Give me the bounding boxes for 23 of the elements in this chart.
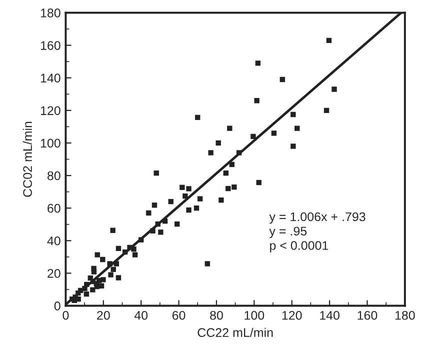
y-tick-label: 140: [40, 74, 60, 83]
y-tick-label: 100: [40, 138, 60, 148]
y-tick-label: 0: [54, 302, 60, 310]
y-tick-label: 80: [48, 171, 60, 180]
x-tick-label: 60: [172, 310, 186, 320]
x-tick-label: 40: [134, 310, 148, 320]
y-tick-label: 60: [48, 204, 60, 213]
x-tick-label: 100: [244, 310, 264, 320]
y-axis-title: CC02 mL/min: [22, 122, 32, 197]
x-axis-title: CC22 mL/min: [198, 328, 273, 338]
y-tick-label: 40: [47, 236, 60, 246]
x-tick-label: 140: [320, 310, 340, 320]
x-tick-label: 20: [97, 310, 110, 320]
y-tick-label: 160: [40, 41, 60, 50]
y-tick-label: 180: [40, 8, 60, 18]
x-tick-label: 160: [358, 310, 378, 320]
y-tick-label: 120: [40, 106, 60, 116]
x-tick-label: 0: [62, 310, 69, 320]
x-tick-label: 180: [395, 310, 415, 320]
x-tick-label: 120: [282, 310, 302, 320]
y-tick-label: 20: [48, 269, 60, 278]
annotation: y = 1.006x + .793 y = .95 p < 0.0001: [269, 212, 366, 252]
x-tick-label: 80: [210, 310, 223, 320]
